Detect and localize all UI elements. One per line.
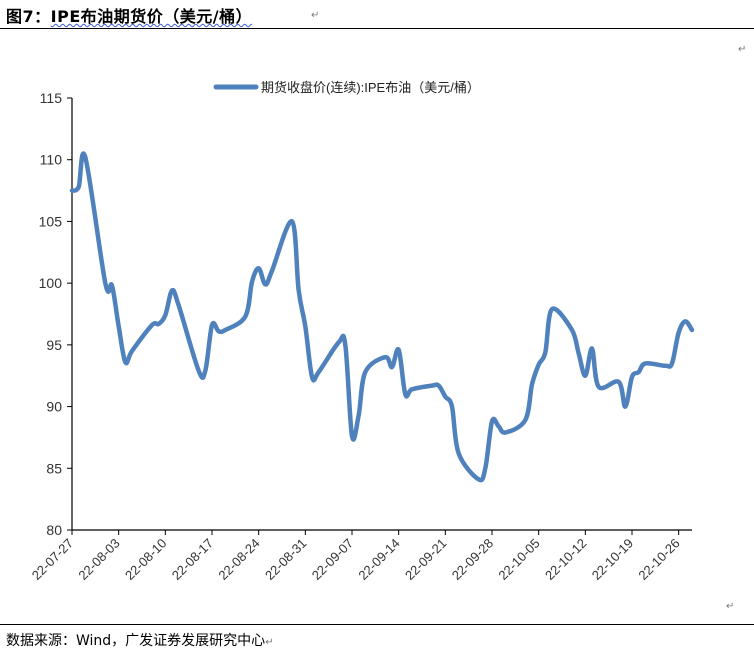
x-tick-label: 22-09-21 bbox=[402, 536, 449, 583]
series-layer bbox=[69, 151, 695, 483]
bottom-rule bbox=[0, 624, 754, 625]
y-tick-label: 105 bbox=[39, 213, 63, 229]
x-tick-label: 22-10-12 bbox=[542, 536, 589, 583]
figure-title: 图7：IPE布油期货价（美元/桶） bbox=[6, 3, 252, 27]
y-tick-label: 85 bbox=[46, 460, 62, 476]
series-line-ipe-brent bbox=[69, 151, 695, 483]
line-chart: 期货收盘价(连续):IPE布油（美元/桶） 80 85 90 95 100 105 110 1… bbox=[29, 80, 695, 583]
x-tick-label: 22-08-24 bbox=[215, 536, 262, 583]
top-rule bbox=[0, 28, 754, 29]
x-tick-label: 22-09-28 bbox=[449, 536, 496, 583]
source-text: 数据来源：Wind，广发证券发展研究中心 bbox=[6, 633, 266, 649]
y-tick-label: 90 bbox=[46, 399, 62, 415]
x-tick-label: 22-10-05 bbox=[495, 536, 542, 583]
figure-title-prefix: 图7： bbox=[6, 7, 51, 26]
source-note: 数据来源：Wind，广发证券发展研究中心↵ bbox=[6, 630, 274, 650]
y-tick-label: 80 bbox=[46, 522, 62, 538]
x-tick-label: 22-08-03 bbox=[75, 536, 122, 583]
y-tick-label: 100 bbox=[39, 275, 63, 291]
x-tick-label: 22-09-07 bbox=[309, 536, 356, 583]
y-axis: 80 85 90 95 100 105 110 115 bbox=[39, 90, 73, 538]
x-tick-label: 22-10-19 bbox=[589, 536, 636, 583]
x-tick-label: 22-08-17 bbox=[169, 536, 216, 583]
x-tick-label: 22-10-26 bbox=[635, 536, 682, 583]
paragraph-mark: ↵ bbox=[738, 44, 747, 55]
y-tick-label: 110 bbox=[40, 152, 63, 168]
x-tick-label: 22-07-27 bbox=[29, 536, 76, 583]
figure-title-main: IPE布油期货价（美元/桶） bbox=[50, 7, 253, 26]
x-tick-label: 22-08-31 bbox=[262, 536, 309, 583]
legend-label: 期货收盘价(连续):IPE布油（美元/桶） bbox=[261, 80, 480, 95]
chart-legend: 期货收盘价(连续):IPE布油（美元/桶） bbox=[213, 80, 480, 95]
paragraph-mark: ↵ bbox=[311, 10, 320, 21]
x-tick-label: 22-08-10 bbox=[122, 536, 169, 583]
paragraph-mark: ↵ bbox=[265, 637, 274, 648]
paragraph-mark: ↵ bbox=[726, 601, 735, 612]
x-tick-label: 22-09-14 bbox=[355, 536, 402, 583]
x-axis: 22-07-27 22-08-03 22-08-10 22-08-17 22-08-24… bbox=[29, 529, 692, 583]
y-tick-label: 95 bbox=[46, 337, 62, 353]
y-tick-label: 115 bbox=[40, 90, 63, 106]
